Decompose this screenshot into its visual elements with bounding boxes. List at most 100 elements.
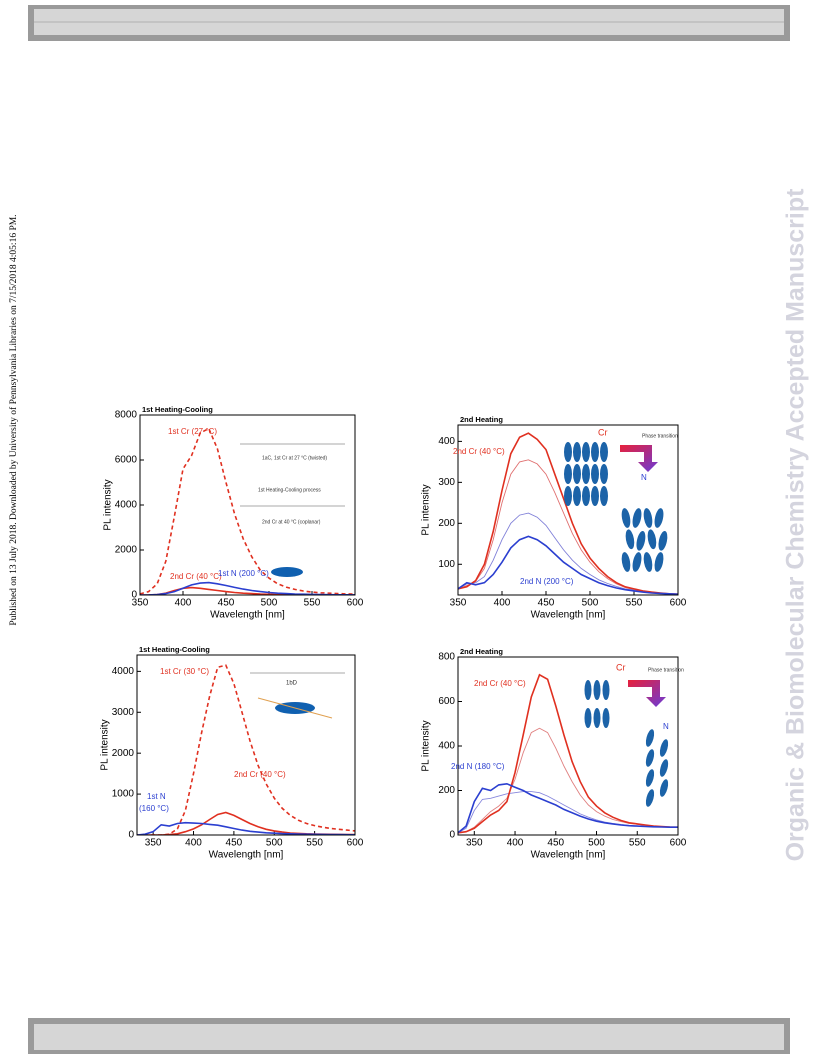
n-molecule	[643, 552, 653, 572]
y-tick-label: 100	[438, 559, 455, 570]
plot-frame	[139, 414, 356, 596]
n-molecule	[625, 529, 635, 550]
cr-molecule	[584, 708, 592, 728]
header-bar	[28, 5, 790, 41]
y-tick-label: 1000	[112, 789, 135, 800]
alkyl-chain	[257, 697, 333, 719]
footer-bar	[28, 1018, 790, 1054]
x-tick-label: 600	[347, 598, 364, 609]
plot-frame	[457, 656, 679, 836]
annotation: 1st Heating-Cooling process	[258, 487, 321, 493]
n-molecule	[636, 531, 646, 551]
annotation: 2nd Cr (40 °C)	[170, 572, 222, 581]
cr-molecule	[582, 464, 590, 484]
y-tick-label: 8000	[115, 410, 138, 421]
chart: 350 400 450 500 550 600 0 200 400 600 800 2nd Heati…	[421, 647, 687, 861]
annotation: Phase transition	[648, 667, 684, 673]
y-tick-label: 4000	[115, 500, 138, 511]
n-molecule	[654, 508, 664, 528]
x-axis-label: Wavelength [nm]	[531, 850, 606, 861]
chart-title: 2nd Heating	[460, 647, 503, 656]
x-tick-label: 600	[670, 838, 687, 849]
plot-frame	[457, 424, 679, 596]
y-tick-label: 3000	[112, 707, 135, 718]
n-molecule	[659, 739, 669, 757]
y-tick-label: 600	[438, 696, 455, 707]
cr-molecule	[573, 442, 581, 462]
x-tick-label: 450	[547, 838, 564, 849]
cr-molecule	[602, 680, 610, 700]
y-axis-label: PL intensity	[100, 719, 111, 770]
x-tick-label: 450	[218, 598, 235, 609]
cr-molecule	[600, 464, 608, 484]
n-molecule	[632, 552, 642, 572]
cr-molecule	[591, 464, 599, 484]
series-line	[137, 811, 355, 835]
annotation: 1aC, 1st Cr at 27 °C (twisted)	[262, 455, 327, 461]
cr-molecule	[582, 486, 590, 506]
series-line	[137, 821, 355, 835]
n-molecule	[632, 508, 642, 528]
x-tick-label: 550	[306, 838, 323, 849]
cr-molecule	[591, 486, 599, 506]
x-tick-label: 350	[132, 598, 149, 609]
series-line	[458, 782, 678, 834]
y-axis-label: PL intensity	[421, 720, 432, 771]
annotation: 1st Cr (30 °C)	[160, 667, 209, 676]
molecule-shape	[271, 567, 303, 577]
annotation: (160 °C)	[139, 804, 169, 813]
n-molecule	[659, 759, 669, 777]
cr-molecule	[600, 486, 608, 506]
y-tick-label: 300	[438, 477, 455, 488]
series-line	[137, 664, 355, 835]
y-axis-label: PL intensity	[421, 484, 432, 535]
x-tick-label: 350	[145, 838, 162, 849]
phase-arrow	[620, 445, 658, 472]
y-tick-label: 4000	[112, 666, 135, 677]
series-line	[458, 673, 678, 834]
chart: 350 400 450 500 550 600 100 200 300 400 2nd Heatin…	[421, 415, 687, 621]
x-tick-label: 550	[626, 598, 643, 609]
x-tick-label: 400	[175, 598, 192, 609]
series-line	[458, 535, 678, 595]
cr-molecule	[593, 708, 601, 728]
x-axis-label: Wavelength [nm]	[531, 610, 606, 621]
y-tick-label: 200	[438, 518, 455, 529]
chart-title: 1st Heating-Cooling	[142, 405, 213, 414]
annotation: Cr	[598, 427, 608, 437]
cr-molecule	[564, 464, 572, 484]
n-molecule	[654, 552, 664, 572]
n-molecule	[621, 508, 631, 528]
n-molecule	[645, 769, 655, 787]
annotation: 1st N (200 °C)	[218, 569, 269, 578]
y-tick-label: 400	[438, 741, 455, 752]
x-tick-label: 350	[466, 838, 483, 849]
x-tick-label: 500	[266, 838, 283, 849]
cr-molecule	[564, 486, 572, 506]
series-line	[458, 432, 678, 595]
n-molecule	[645, 749, 655, 767]
annotation: 2nd Cr at 40 °C (coplanar)	[262, 519, 321, 525]
annotation: 2nd N (200 °C)	[520, 577, 574, 586]
annotation: 1st N	[147, 792, 166, 801]
annotation: N	[641, 473, 647, 482]
annotation: 1st Cr (27 °C)	[168, 427, 217, 436]
annotation: 2nd N (180 °C)	[451, 762, 505, 771]
annotation: 1bD	[286, 681, 298, 687]
cr-molecule	[602, 708, 610, 728]
n-molecule	[645, 789, 655, 807]
x-tick-label: 550	[629, 838, 646, 849]
cr-molecule	[593, 680, 601, 700]
annotation: Phase transition	[642, 433, 678, 439]
y-tick-label: 2000	[112, 748, 135, 759]
cr-molecule	[591, 442, 599, 462]
x-tick-label: 500	[588, 838, 605, 849]
y-tick-label: 6000	[115, 455, 138, 466]
chart: 350 400 450 500 550 600 0 1000 2000 3000 4000 1st H…	[100, 645, 364, 861]
series-line	[140, 581, 355, 595]
plot-frame	[136, 654, 356, 836]
n-molecule	[658, 531, 668, 551]
annotation: 2nd Cr (40 °C)	[234, 770, 286, 779]
x-tick-label: 600	[347, 838, 364, 849]
